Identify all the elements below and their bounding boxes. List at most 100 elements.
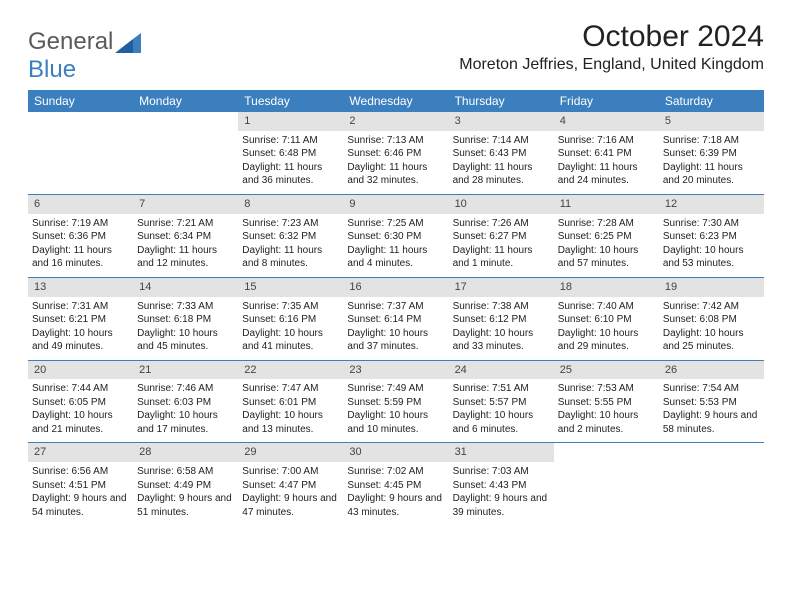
calendar-day: 9Sunrise: 7:25 AMSunset: 6:30 PMDaylight… — [343, 195, 448, 277]
brand-text: GeneralBlue — [28, 28, 141, 84]
sunrise-text: Sunrise: 7:23 AM — [242, 217, 339, 231]
sunrise-text: Sunrise: 7:53 AM — [558, 382, 655, 396]
day-number: 24 — [449, 361, 554, 380]
day-number: 2 — [343, 112, 448, 131]
day-number: 28 — [133, 443, 238, 462]
calendar-day: 12Sunrise: 7:30 AMSunset: 6:23 PMDayligh… — [659, 195, 764, 277]
sunset-text: Sunset: 6:27 PM — [453, 230, 550, 244]
sunrise-text: Sunrise: 7:46 AM — [137, 382, 234, 396]
location-text: Moreton Jeffries, England, United Kingdo… — [459, 56, 764, 74]
daylight-text: Daylight: 11 hours and 20 minutes. — [663, 161, 760, 188]
day-number: 23 — [343, 361, 448, 380]
header: GeneralBlue October 2024 Moreton Jeffrie… — [28, 20, 764, 84]
daylight-text: Daylight: 11 hours and 8 minutes. — [242, 244, 339, 271]
sunrise-text: Sunrise: 7:14 AM — [453, 134, 550, 148]
sunset-text: Sunset: 6:21 PM — [32, 313, 129, 327]
sunset-text: Sunset: 6:34 PM — [137, 230, 234, 244]
daylight-text: Daylight: 10 hours and 33 minutes. — [453, 327, 550, 354]
sunset-text: Sunset: 6:43 PM — [453, 147, 550, 161]
sunset-text: Sunset: 6:48 PM — [242, 147, 339, 161]
day-number: 21 — [133, 361, 238, 380]
sunset-text: Sunset: 4:45 PM — [347, 479, 444, 493]
triangle-icon — [115, 33, 141, 53]
calendar-day: 21Sunrise: 7:46 AMSunset: 6:03 PMDayligh… — [133, 361, 238, 443]
calendar-week: 20Sunrise: 7:44 AMSunset: 6:05 PMDayligh… — [28, 360, 764, 443]
weekday-label: Saturday — [659, 90, 764, 112]
sunrise-text: Sunrise: 7:47 AM — [242, 382, 339, 396]
sunset-text: Sunset: 4:47 PM — [242, 479, 339, 493]
sunset-text: Sunset: 6:14 PM — [347, 313, 444, 327]
daylight-text: Daylight: 10 hours and 45 minutes. — [137, 327, 234, 354]
daylight-text: Daylight: 10 hours and 25 minutes. — [663, 327, 760, 354]
calendar-day-empty: . — [659, 443, 764, 525]
day-number: 6 — [28, 195, 133, 214]
calendar-day: 6Sunrise: 7:19 AMSunset: 6:36 PMDaylight… — [28, 195, 133, 277]
weekday-label: Monday — [133, 90, 238, 112]
calendar-day: 13Sunrise: 7:31 AMSunset: 6:21 PMDayligh… — [28, 278, 133, 360]
calendar-week: 6Sunrise: 7:19 AMSunset: 6:36 PMDaylight… — [28, 194, 764, 277]
daylight-text: Daylight: 11 hours and 32 minutes. — [347, 161, 444, 188]
daylight-text: Daylight: 11 hours and 28 minutes. — [453, 161, 550, 188]
day-number: 13 — [28, 278, 133, 297]
sunrise-text: Sunrise: 7:25 AM — [347, 217, 444, 231]
sunrise-text: Sunrise: 7:13 AM — [347, 134, 444, 148]
sunset-text: Sunset: 6:23 PM — [663, 230, 760, 244]
daylight-text: Daylight: 10 hours and 53 minutes. — [663, 244, 760, 271]
sunset-text: Sunset: 6:39 PM — [663, 147, 760, 161]
sunset-text: Sunset: 4:49 PM — [137, 479, 234, 493]
calendar-day: 5Sunrise: 7:18 AMSunset: 6:39 PMDaylight… — [659, 112, 764, 194]
daylight-text: Daylight: 10 hours and 37 minutes. — [347, 327, 444, 354]
calendar-day: 8Sunrise: 7:23 AMSunset: 6:32 PMDaylight… — [238, 195, 343, 277]
daylight-text: Daylight: 11 hours and 16 minutes. — [32, 244, 129, 271]
weekday-label: Thursday — [449, 90, 554, 112]
calendar-day: 2Sunrise: 7:13 AMSunset: 6:46 PMDaylight… — [343, 112, 448, 194]
sunrise-text: Sunrise: 7:37 AM — [347, 300, 444, 314]
sunset-text: Sunset: 6:05 PM — [32, 396, 129, 410]
calendar-day: 22Sunrise: 7:47 AMSunset: 6:01 PMDayligh… — [238, 361, 343, 443]
day-number: 14 — [133, 278, 238, 297]
daylight-text: Daylight: 9 hours and 43 minutes. — [347, 492, 444, 519]
sunrise-text: Sunrise: 6:56 AM — [32, 465, 129, 479]
weekday-label: Tuesday — [238, 90, 343, 112]
day-number: 7 — [133, 195, 238, 214]
day-number: 29 — [238, 443, 343, 462]
sunset-text: Sunset: 5:59 PM — [347, 396, 444, 410]
calendar-day: 3Sunrise: 7:14 AMSunset: 6:43 PMDaylight… — [449, 112, 554, 194]
calendar-week: 27Sunrise: 6:56 AMSunset: 4:51 PMDayligh… — [28, 442, 764, 525]
weekday-label: Sunday — [28, 90, 133, 112]
day-number: 8 — [238, 195, 343, 214]
sunrise-text: Sunrise: 7:38 AM — [453, 300, 550, 314]
calendar-day: 18Sunrise: 7:40 AMSunset: 6:10 PMDayligh… — [554, 278, 659, 360]
daylight-text: Daylight: 9 hours and 39 minutes. — [453, 492, 550, 519]
daylight-text: Daylight: 11 hours and 12 minutes. — [137, 244, 234, 271]
day-number: 4 — [554, 112, 659, 131]
sunset-text: Sunset: 6:16 PM — [242, 313, 339, 327]
daylight-text: Daylight: 11 hours and 4 minutes. — [347, 244, 444, 271]
day-number: 30 — [343, 443, 448, 462]
sunset-text: Sunset: 6:30 PM — [347, 230, 444, 244]
sunrise-text: Sunrise: 7:26 AM — [453, 217, 550, 231]
calendar-day: 7Sunrise: 7:21 AMSunset: 6:34 PMDaylight… — [133, 195, 238, 277]
sunset-text: Sunset: 6:01 PM — [242, 396, 339, 410]
sunrise-text: Sunrise: 7:51 AM — [453, 382, 550, 396]
day-number: 15 — [238, 278, 343, 297]
sunset-text: Sunset: 5:53 PM — [663, 396, 760, 410]
title-block: October 2024 Moreton Jeffries, England, … — [459, 20, 764, 74]
day-number: 25 — [554, 361, 659, 380]
daylight-text: Daylight: 11 hours and 24 minutes. — [558, 161, 655, 188]
calendar-day: 30 Sunrise: 7:02 AMSunset: 4:45 PMDayligh… — [343, 443, 448, 525]
daylight-text: Daylight: 10 hours and 41 minutes. — [242, 327, 339, 354]
daylight-text: Daylight: 9 hours and 47 minutes. — [242, 492, 339, 519]
sunrise-text: Sunrise: 7:02 AM — [347, 465, 444, 479]
day-number: 12 — [659, 195, 764, 214]
calendar-day: 17Sunrise: 7:38 AMSunset: 6:12 PMDayligh… — [449, 278, 554, 360]
calendar-day: 27Sunrise: 6:56 AMSunset: 4:51 PMDayligh… — [28, 443, 133, 525]
day-number: 10 — [449, 195, 554, 214]
sunrise-text: Sunrise: 7:49 AM — [347, 382, 444, 396]
day-number: 22 — [238, 361, 343, 380]
day-number: 19 — [659, 278, 764, 297]
daylight-text: Daylight: 10 hours and 2 minutes. — [558, 409, 655, 436]
daylight-text: Daylight: 10 hours and 6 minutes. — [453, 409, 550, 436]
brand-logo: GeneralBlue — [28, 28, 141, 84]
daylight-text: Daylight: 10 hours and 57 minutes. — [558, 244, 655, 271]
